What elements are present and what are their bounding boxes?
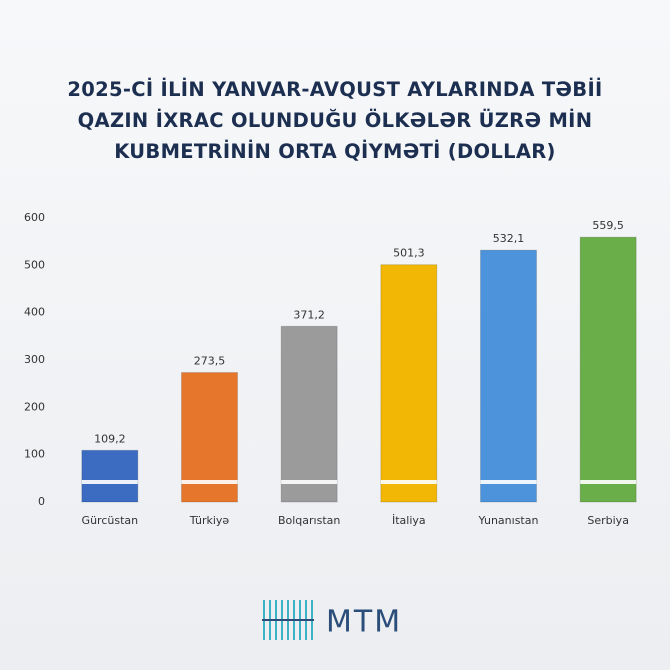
bar bbox=[280, 325, 338, 503]
bar-stripe bbox=[281, 480, 338, 484]
bar bbox=[380, 264, 438, 503]
chart-title: 2025-Cİ İLİN YANVAR-AVQUST AYLARINDA TƏB… bbox=[67, 78, 603, 163]
bar-stripe bbox=[81, 480, 138, 484]
y-tick-label: 0 bbox=[38, 495, 45, 508]
logo-text: MTM bbox=[326, 605, 402, 640]
bar bbox=[480, 249, 537, 503]
value-label: 532,1 bbox=[493, 232, 525, 245]
y-tick-label: 600 bbox=[24, 211, 45, 224]
x-tick-label: Bolqarıstan bbox=[278, 514, 340, 527]
x-tick-label: Gürcüstan bbox=[82, 514, 139, 527]
y-tick-label: 300 bbox=[24, 353, 45, 366]
bar bbox=[81, 449, 139, 503]
logo-icon bbox=[262, 600, 314, 640]
bar-stripe bbox=[380, 480, 437, 484]
x-tick-label: Türkiyə bbox=[189, 514, 230, 527]
bar-stripe bbox=[480, 480, 537, 484]
bar-stripe bbox=[181, 480, 238, 484]
x-tick-label: Serbiya bbox=[587, 514, 629, 527]
x-tick-label: Yunanıstan bbox=[478, 514, 539, 527]
bar-stripe bbox=[580, 480, 637, 484]
y-tick-label: 500 bbox=[24, 258, 45, 271]
bar bbox=[579, 236, 637, 503]
value-label: 273,5 bbox=[194, 355, 226, 368]
y-tick-label: 100 bbox=[24, 448, 45, 461]
value-label: 559,5 bbox=[592, 219, 624, 232]
y-tick-label: 200 bbox=[24, 400, 45, 413]
x-tick-label: İtaliya bbox=[392, 514, 426, 527]
y-tick-label: 400 bbox=[24, 306, 45, 319]
value-label: 109,2 bbox=[94, 432, 126, 445]
value-label: 501,3 bbox=[393, 247, 425, 260]
value-label: 371,2 bbox=[293, 308, 325, 321]
